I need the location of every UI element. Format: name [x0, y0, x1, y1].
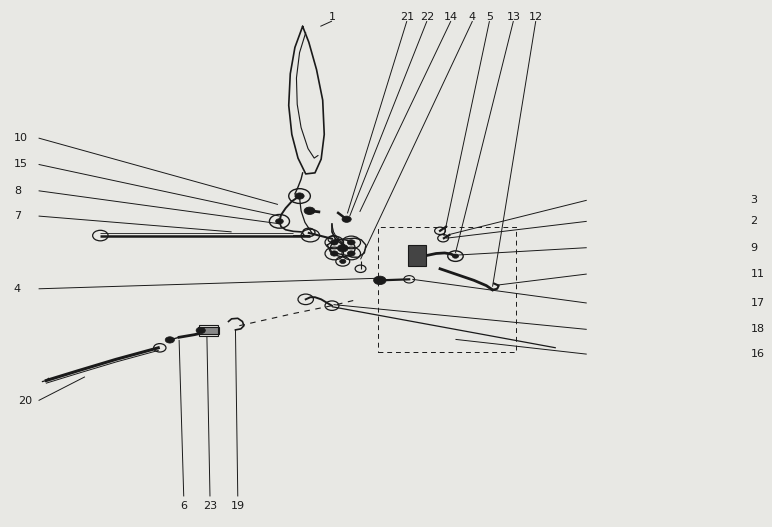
Circle shape	[330, 251, 338, 256]
Text: 2: 2	[750, 217, 757, 226]
Circle shape	[452, 254, 459, 258]
Circle shape	[196, 327, 205, 334]
Text: 22: 22	[420, 12, 434, 22]
Bar	[378, 227, 516, 352]
Circle shape	[330, 240, 338, 245]
Text: 20: 20	[18, 396, 32, 405]
Bar	[199, 325, 218, 336]
Circle shape	[342, 216, 351, 222]
Text: 14: 14	[444, 12, 458, 22]
Text: 1: 1	[328, 12, 336, 22]
Bar	[408, 245, 426, 266]
Text: 12: 12	[529, 12, 543, 22]
Text: 3: 3	[750, 196, 757, 205]
Circle shape	[295, 193, 304, 199]
Text: 4: 4	[469, 12, 476, 22]
Circle shape	[347, 240, 355, 245]
Text: 21: 21	[400, 12, 414, 22]
Bar	[198, 327, 219, 334]
Text: 7: 7	[14, 211, 21, 221]
Circle shape	[165, 337, 174, 343]
Text: 16: 16	[750, 349, 764, 359]
Circle shape	[340, 259, 346, 264]
Text: 18: 18	[750, 325, 764, 334]
Text: 23: 23	[203, 501, 217, 511]
Text: 8: 8	[14, 186, 21, 196]
Text: 11: 11	[750, 269, 764, 279]
Text: 5: 5	[486, 12, 493, 22]
Text: 19: 19	[231, 501, 245, 511]
Text: 10: 10	[14, 133, 28, 143]
Circle shape	[374, 276, 386, 285]
Text: 13: 13	[506, 12, 520, 22]
Circle shape	[347, 251, 355, 256]
Circle shape	[304, 207, 315, 214]
Circle shape	[276, 219, 283, 224]
Text: 15: 15	[14, 160, 28, 169]
Text: 9: 9	[750, 243, 757, 252]
Text: 17: 17	[750, 298, 764, 308]
Text: 4: 4	[14, 284, 21, 294]
Text: 6: 6	[180, 501, 188, 511]
Circle shape	[337, 245, 348, 252]
